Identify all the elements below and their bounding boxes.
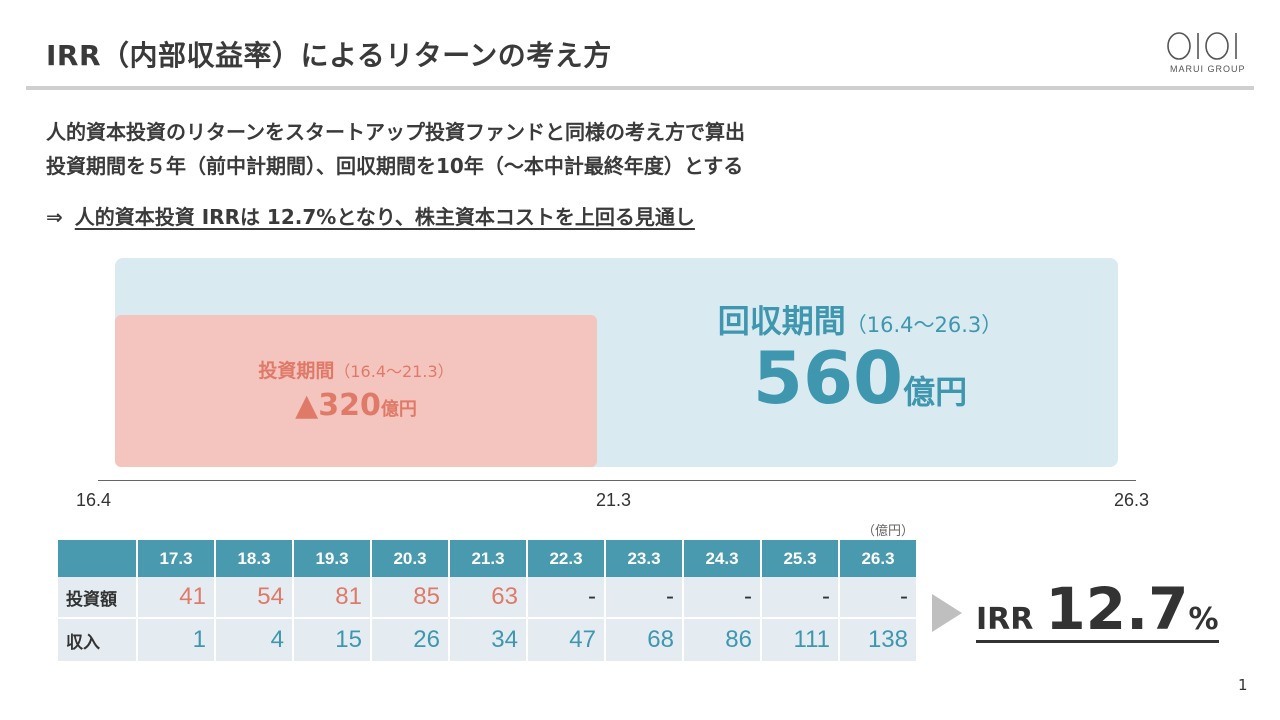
investment-cell: 41 (138, 577, 214, 619)
body-line-2: 投資期間を５年（前中計期間）、回収期間を10年（〜本中計最終年度）とする (46, 154, 744, 178)
recovery-unit: 億円 (903, 373, 968, 411)
investment-label: 投資期間 (258, 360, 335, 382)
investment-period-box (115, 315, 597, 467)
revenue-cell: 15 (294, 619, 370, 661)
conclusion-line: ⇒ 人的資本投資 IRRは 12.7%となり、株主資本コストを上回る見通し (46, 201, 695, 230)
revenue-cell: 138 (840, 619, 916, 661)
irr-result: IRR 12.7% (976, 580, 1219, 643)
investment-cell: 85 (372, 577, 448, 619)
investment-cell: 63 (450, 577, 526, 619)
investment-cell: - (840, 577, 916, 619)
column-header: 26.3 (840, 540, 916, 577)
logo-text: MARUI GROUP (1170, 64, 1246, 74)
revenue-cell: 86 (684, 619, 760, 661)
row-label-revenue: 収入 (58, 619, 136, 661)
irr-value: 12.7 (1045, 575, 1189, 643)
triangle-arrow-icon (932, 594, 962, 632)
recovery-label: 回収期間 (717, 302, 846, 340)
revenue-cell: 34 (450, 619, 526, 661)
cashflow-table: 17.3 18.3 19.3 20.3 21.3 22.3 23.3 24.3 … (56, 540, 918, 661)
column-header: 17.3 (138, 540, 214, 577)
investment-period-label: 投資期間（16.4〜21.3） (115, 356, 597, 383)
revenue-cell: 68 (606, 619, 682, 661)
investment-cell: - (684, 577, 760, 619)
investment-cell: 81 (294, 577, 370, 619)
axis-tick-start: 16.4 (76, 490, 112, 510)
revenue-cell: 26 (372, 619, 448, 661)
investment-unit: 億円 (380, 399, 417, 420)
recovery-range: （16.4〜26.3） (845, 313, 1003, 337)
page-number: 1 (1238, 676, 1248, 694)
body-line-1: 人的資本投資のリターンをスタートアップ投資ファンドと同様の考え方で算出 (46, 120, 745, 144)
table-row-revenue: 収入 1 4 15 26 34 47 68 86 111 138 (58, 619, 916, 661)
column-header: 23.3 (606, 540, 682, 577)
timeline-axis (98, 480, 1136, 481)
recovery-total: 560億円 (620, 336, 1100, 420)
revenue-cell: 4 (216, 619, 292, 661)
title-divider (26, 86, 1254, 90)
investment-total: ▲320億円 (115, 388, 597, 423)
investment-range: （16.4〜21.3） (334, 362, 454, 381)
revenue-cell: 111 (762, 619, 838, 661)
revenue-cell: 1 (138, 619, 214, 661)
table-header-row: 17.3 18.3 19.3 20.3 21.3 22.3 23.3 24.3 … (58, 540, 916, 577)
column-header: 19.3 (294, 540, 370, 577)
irr-label: IRR (976, 602, 1034, 637)
investment-cell: - (606, 577, 682, 619)
revenue-cell: 47 (528, 619, 604, 661)
conclusion-text: 人的資本投資 IRRは 12.7%となり、株主資本コストを上回る見通し (74, 205, 695, 229)
axis-tick-end: 26.3 (1114, 490, 1150, 510)
recovery-value: 560 (752, 336, 904, 420)
table-corner-cell (58, 540, 136, 577)
implies-arrow: ⇒ (46, 205, 63, 229)
investment-cell: - (762, 577, 838, 619)
column-header: 24.3 (684, 540, 760, 577)
investment-cell: 54 (216, 577, 292, 619)
column-header: 20.3 (372, 540, 448, 577)
investment-cell: - (528, 577, 604, 619)
investment-value: ▲320 (295, 388, 381, 423)
recovery-period-label: 回収期間（16.4〜26.3） (620, 296, 1100, 342)
row-label-investment: 投資額 (58, 577, 136, 619)
column-header: 25.3 (762, 540, 838, 577)
table-unit-note: （億円） (862, 524, 915, 539)
axis-tick-mid: 21.3 (596, 490, 632, 510)
marui-group-logo (1166, 30, 1252, 78)
column-header: 22.3 (528, 540, 604, 577)
column-header: 18.3 (216, 540, 292, 577)
irr-unit: % (1188, 602, 1219, 637)
table-row-investment: 投資額 41 54 81 85 63 - - - - - (58, 577, 916, 619)
column-header: 21.3 (450, 540, 526, 577)
page-title: IRR（内部収益率）によるリターンの考え方 (46, 39, 612, 72)
